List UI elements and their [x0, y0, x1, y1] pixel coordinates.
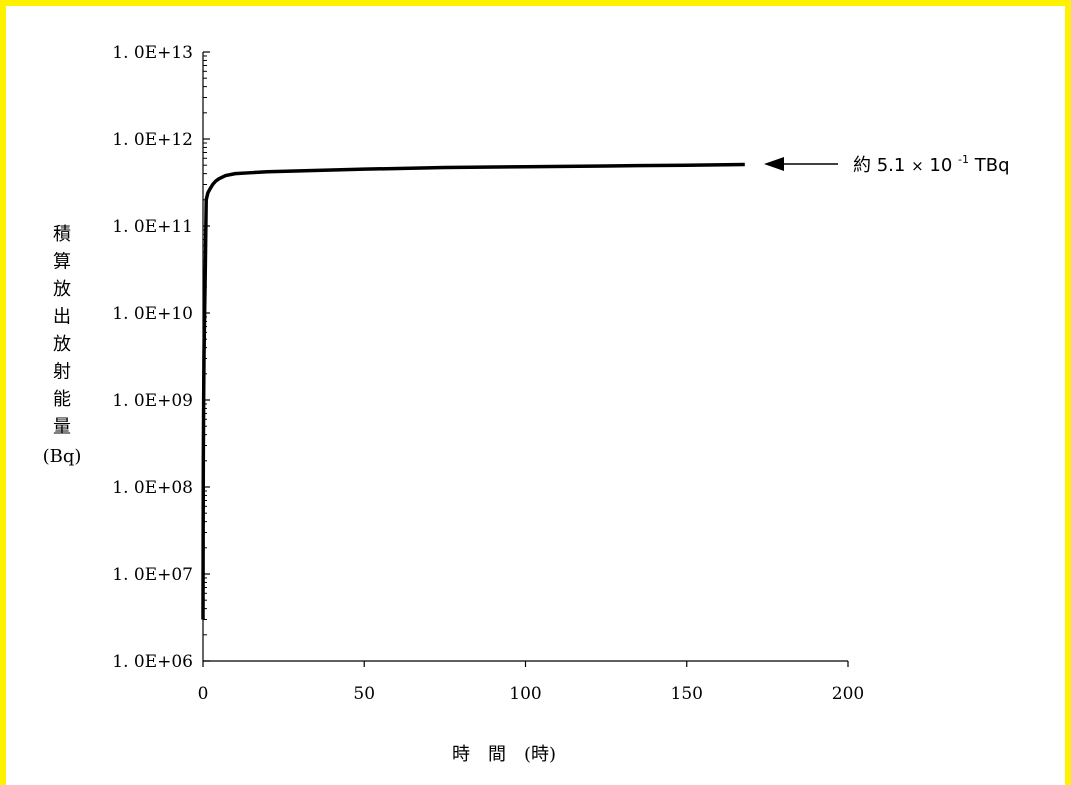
x-axis-ticks: 0 50 100 150 200 — [198, 661, 864, 704]
y-tick-label: 1. 0E+09 — [112, 391, 193, 411]
y-axis-ticks: 1. 0E+06 1. 0E+07 1. 0E+08 1. 0E+09 1. 0E+10… — [112, 43, 210, 672]
y-axis-title-char: 出 — [53, 307, 71, 328]
annotation: 約 5.1 × 10 -1 TBq — [764, 147, 1010, 176]
y-tick-label: 1. 0E+10 — [112, 304, 193, 324]
x-tick-label: 50 — [353, 684, 375, 704]
y-tick-label: 1. 0E+07 — [112, 565, 193, 585]
y-axis-title-char: 放 — [53, 334, 71, 355]
x-tick-label: 200 — [832, 684, 864, 704]
annotation-prefix: 約 5.1 — [853, 155, 905, 176]
y-axis-title-char: 射 — [53, 362, 71, 383]
annotation-exponent: -1 — [958, 153, 969, 166]
annotation-arrow-head — [764, 157, 784, 171]
annotation-base: 10 — [929, 155, 952, 176]
annotation-times: × — [911, 157, 924, 175]
x-tick-label: 150 — [671, 684, 703, 704]
y-tick-label: 1. 0E+11 — [112, 217, 193, 237]
y-tick-label: 1. 0E+06 — [112, 652, 193, 672]
series-line — [201, 162, 745, 620]
x-tick-label: 100 — [509, 684, 541, 704]
annotation-unit: TBq — [974, 155, 1010, 176]
y-axis-title-char: 能 — [53, 389, 71, 410]
y-tick-label: 1. 0E+08 — [112, 478, 193, 498]
y-axis-title-char: 量 — [53, 417, 71, 438]
y-tick-label: 1. 0E+13 — [112, 43, 193, 63]
annotation-text: 約 5.1 × 10 -1 TBq — [853, 147, 1010, 176]
y-axis-title-unit: (Bq) — [43, 446, 82, 467]
y-tick-label: 1. 0E+12 — [112, 130, 193, 150]
y-axis-title-char: 積 — [53, 224, 71, 245]
x-axis-title: 時 間 (時) — [452, 744, 556, 765]
y-axis-title-char: 放 — [53, 279, 71, 300]
y-axis-title-char: 算 — [53, 252, 71, 273]
x-tick-label: 0 — [198, 684, 209, 704]
